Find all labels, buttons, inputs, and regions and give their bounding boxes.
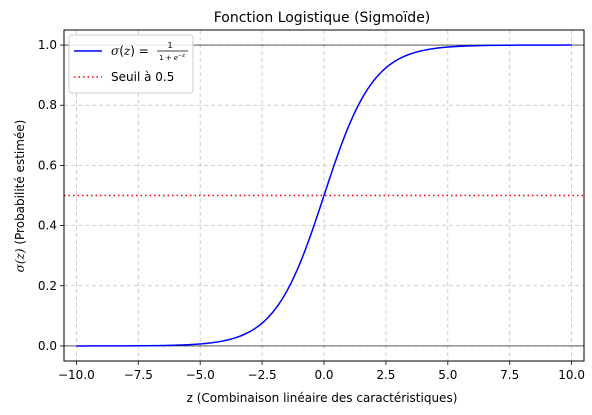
- legend: σ(z) = 1 1 + e−z Seuil à 0.5: [68, 34, 194, 94]
- x-tick-label: −7.5: [124, 368, 153, 382]
- sigmoid-curve: [76, 44, 572, 347]
- x-tick-label: 5.0: [438, 368, 457, 382]
- legend-label-sigmoid: σ(z) =: [111, 44, 149, 58]
- y-tick-label: 0.4: [38, 219, 57, 233]
- y-axis-label-group: σ(z) (Probabilité estimée): [13, 120, 27, 273]
- x-tick-label: −10.0: [58, 368, 95, 382]
- x-tick-label: 0.0: [314, 368, 333, 382]
- y-tick-label: 0.2: [38, 279, 57, 293]
- y-axis-label: σ(z) (Probabilité estimée): [13, 120, 27, 273]
- y-axis-label-sigma: σ(z): [13, 248, 27, 272]
- y-tick-label: 0.8: [38, 98, 57, 112]
- legend-label-threshold: Seuil à 0.5: [111, 70, 174, 84]
- x-tick-label: 2.5: [376, 368, 395, 382]
- chart-title: Fonction Logistique (Sigmoïde): [214, 10, 431, 26]
- y-tick-label: 0.0: [38, 339, 57, 353]
- series-layer: [64, 44, 584, 347]
- legend-box: [68, 34, 194, 94]
- x-axis-ticks: −10.0 −7.5 −5.0 −2.5 0.0 2.5 5.0 7.5 10.0: [58, 361, 585, 382]
- legend-fraction-denominator: 1 + e−z: [159, 53, 185, 62]
- x-tick-label: 10.0: [558, 368, 585, 382]
- x-tick-label: −2.5: [248, 368, 277, 382]
- y-axis-ticks: 0.0 0.2 0.4 0.6 0.8 1.0: [38, 38, 64, 353]
- legend-fraction-numerator: 1: [167, 41, 172, 50]
- x-axis-label: z (Combinaison linéaire des caractéristi…: [187, 391, 458, 405]
- legend-fraction: 1 1 + e−z: [157, 41, 188, 62]
- y-axis-label-rest: (Probabilité estimée): [13, 120, 27, 249]
- x-tick-label: 7.5: [500, 368, 519, 382]
- x-tick-label: −5.0: [186, 368, 215, 382]
- y-tick-label: 1.0: [38, 38, 57, 52]
- y-tick-label: 0.6: [38, 158, 57, 172]
